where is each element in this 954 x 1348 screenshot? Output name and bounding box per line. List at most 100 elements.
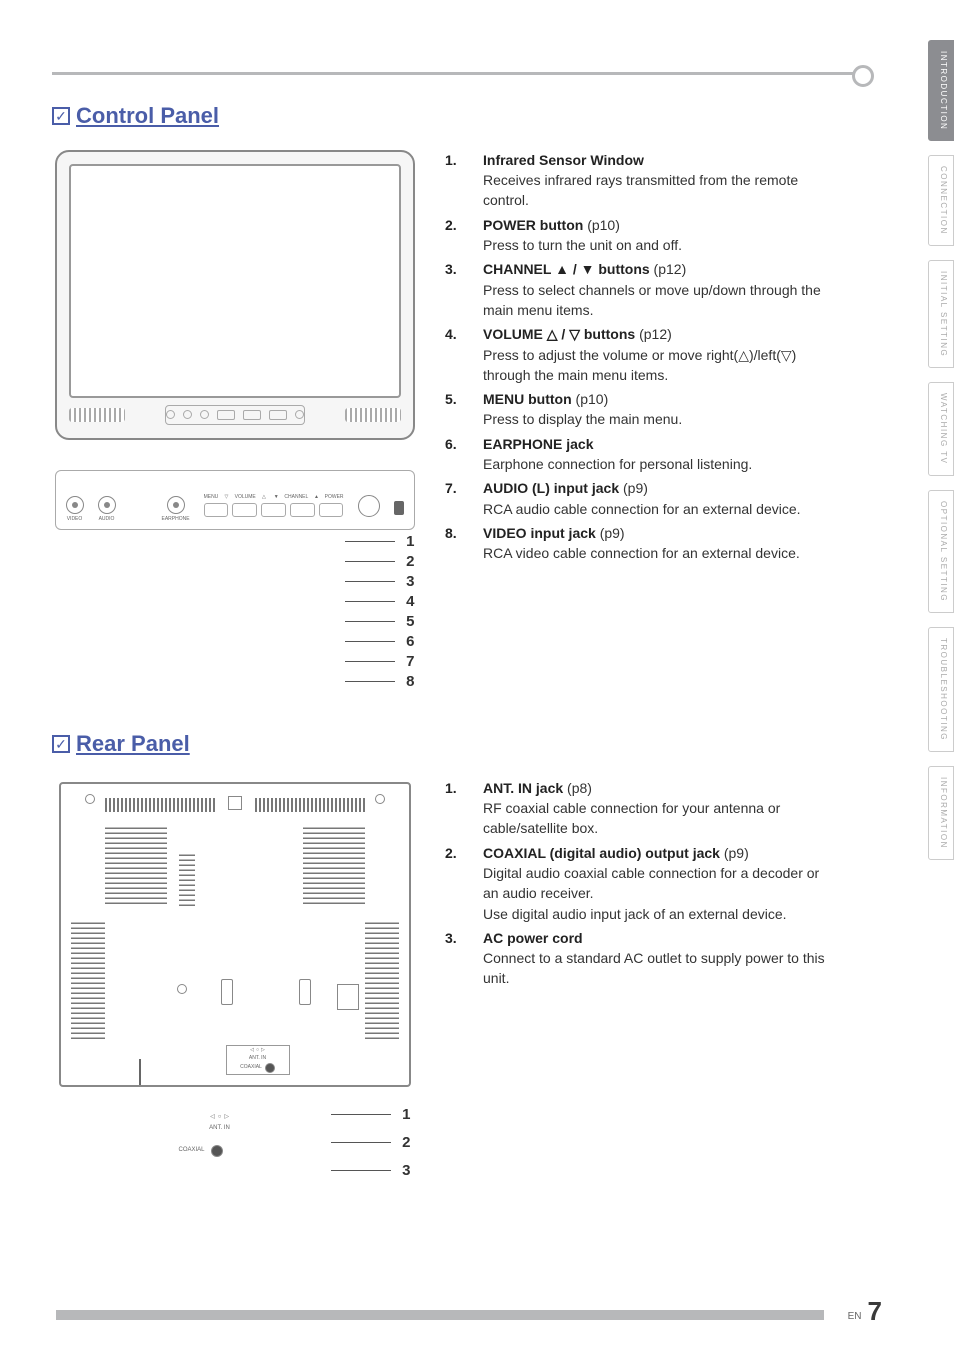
rear-panel-illustration-col: ◁○▷ ANT. IN COAXIAL ◁○▷ ANT. IN	[52, 778, 417, 1185]
port-icon	[337, 984, 359, 1010]
item-ref: (p12)	[650, 261, 687, 277]
list-item: COAXIAL (digital audio) output jack (p9)…	[445, 843, 836, 924]
callout-num: 3	[395, 571, 415, 593]
rear-box: ◁○▷ ANT. IN COAXIAL	[59, 782, 411, 1087]
callout-num: 2	[395, 551, 415, 573]
item-desc: Connect to a standard AC outlet to suppl…	[483, 950, 825, 986]
callout-num: 1	[395, 531, 415, 553]
ir-window-icon	[394, 501, 404, 515]
item-desc: Press to adjust the volume or move right…	[483, 347, 796, 383]
item-title: COAXIAL (digital audio) output jack	[483, 845, 720, 861]
arrow-icon: △	[260, 494, 268, 501]
list-item: EARPHONE jack Earphone connection for per…	[445, 434, 836, 475]
tab-watching-tv[interactable]: WATCHING TV	[928, 382, 954, 475]
item-desc: RCA audio cable connection for an extern…	[483, 501, 801, 517]
tab-troubleshooting[interactable]: TROUBLESHOOTING	[928, 627, 954, 752]
list-item: AC power cordConnect to a standard AC ou…	[445, 928, 836, 989]
list-item: CHANNEL ▲ / ▼ buttons (p12) Press to sele…	[445, 259, 836, 320]
callout-num: 8	[395, 671, 415, 693]
ant-detail: ◁○▷ ANT. IN	[189, 1103, 251, 1143]
screw-icon	[177, 984, 187, 994]
power-cord-icon	[139, 1059, 141, 1087]
control-panel-detail: VIDEO AUDIO EARPHONE MENU	[55, 470, 415, 530]
checkbox-icon: ✓	[52, 107, 70, 125]
item-ref: (p12)	[635, 326, 672, 342]
item-desc: Press to display the main menu.	[483, 411, 682, 427]
item-desc: Receives infrared rays transmitted from …	[483, 172, 798, 208]
bracket-icon	[221, 979, 233, 1005]
control-panel-row: VIDEO AUDIO EARPHONE MENU	[52, 150, 836, 692]
rear-panel-list-col: ANT. IN jack (p8)RF coaxial cable connec…	[445, 778, 836, 1185]
item-desc: Press to select channels or move up/down…	[483, 282, 821, 318]
vent-icon	[365, 919, 399, 1039]
jack-icon	[183, 410, 192, 419]
section-title: Control Panel	[76, 100, 219, 132]
item-title: EARPHONE jack	[483, 436, 593, 452]
item-title: VIDEO input jack	[483, 525, 596, 541]
btn-label: MENU	[204, 494, 219, 501]
label-icon	[228, 796, 242, 810]
list-item: ANT. IN jack (p8)RF coaxial cable connec…	[445, 778, 836, 839]
screw-icon	[85, 794, 95, 804]
list-item: POWER button (p10) Press to turn the unit…	[445, 215, 836, 256]
bracket-icon	[299, 979, 311, 1005]
control-panel-list: Infrared Sensor WindowReceives infrared …	[445, 150, 836, 564]
arrow-icon: ▼	[272, 494, 280, 501]
item-title: MENU button	[483, 391, 572, 407]
tab-optional-setting[interactable]: OPTIONAL SETTING	[928, 490, 954, 613]
vent-icon	[303, 824, 365, 904]
item-ref: (p9)	[619, 480, 648, 496]
coax-label: COAXIAL	[240, 1064, 262, 1071]
item-title: VOLUME △ / ▽ buttons	[483, 326, 635, 342]
item-desc: Press to turn the unit on and off.	[483, 237, 682, 253]
ant-label: ANT. IN	[249, 1055, 266, 1062]
item-title: CHANNEL ▲ / ▼ buttons	[483, 261, 650, 277]
btn-label: POWER	[325, 494, 344, 501]
button-icon	[269, 410, 287, 420]
tab-connection[interactable]: CONNECTION	[928, 155, 954, 246]
crt-body	[55, 150, 415, 440]
screw-icon	[375, 794, 385, 804]
rear-panel-heading: ✓ Rear Panel	[52, 728, 836, 760]
jack-label: VIDEO	[67, 516, 83, 523]
item-ref: (p10)	[583, 217, 620, 233]
page-number: 7	[868, 1298, 882, 1324]
speaker-icon	[69, 408, 125, 422]
list-item: MENU button (p10) Press to display the ma…	[445, 389, 836, 430]
vent-icon	[105, 798, 215, 812]
item-title: AUDIO (L) input jack	[483, 480, 619, 496]
footer-lang: EN	[848, 1310, 862, 1325]
control-strip	[165, 405, 305, 425]
item-ref: (p9)	[596, 525, 625, 541]
callout-num: 2	[391, 1132, 411, 1154]
btn-label: CHANNEL	[284, 494, 308, 501]
crt-screen	[69, 164, 401, 398]
item-title: ANT. IN jack	[483, 780, 563, 796]
video-jack: VIDEO	[66, 496, 84, 523]
button-icon	[243, 410, 261, 420]
list-item: Infrared Sensor WindowReceives infrared …	[445, 150, 836, 211]
vent-icon	[105, 824, 167, 904]
tab-introduction[interactable]: INTRODUCTION	[928, 40, 954, 141]
vent-icon	[179, 854, 195, 906]
rear-illustration: ◁○▷ ANT. IN COAXIAL ◁○▷ ANT. IN	[59, 782, 411, 1185]
item-desc: RF coaxial cable connection for your ant…	[483, 800, 780, 836]
item-desc: Digital audio coaxial cable connection f…	[483, 865, 819, 922]
item-desc: Earphone connection for personal listeni…	[483, 456, 752, 472]
item-title: POWER button	[483, 217, 583, 233]
coax-detail: COAXIAL	[179, 1145, 331, 1157]
vent-icon	[71, 919, 105, 1039]
rear-panel-list: ANT. IN jack (p8)RF coaxial cable connec…	[445, 778, 836, 989]
jack-label: AUDIO	[99, 516, 115, 523]
callout-num: 6	[395, 631, 415, 653]
jack-icon	[200, 410, 209, 419]
list-item: VIDEO input jack (p9)RCA video cable con…	[445, 523, 836, 564]
checkbox-icon: ✓	[52, 735, 70, 753]
tab-information[interactable]: INFORMATION	[928, 766, 954, 860]
page-content: ✓ Control Panel	[52, 94, 836, 1185]
tab-initial-setting[interactable]: INITIAL SETTING	[928, 260, 954, 368]
item-ref: (p10)	[572, 391, 609, 407]
button-icon	[217, 410, 235, 420]
jack-icon	[166, 410, 175, 419]
section-title: Rear Panel	[76, 728, 190, 760]
